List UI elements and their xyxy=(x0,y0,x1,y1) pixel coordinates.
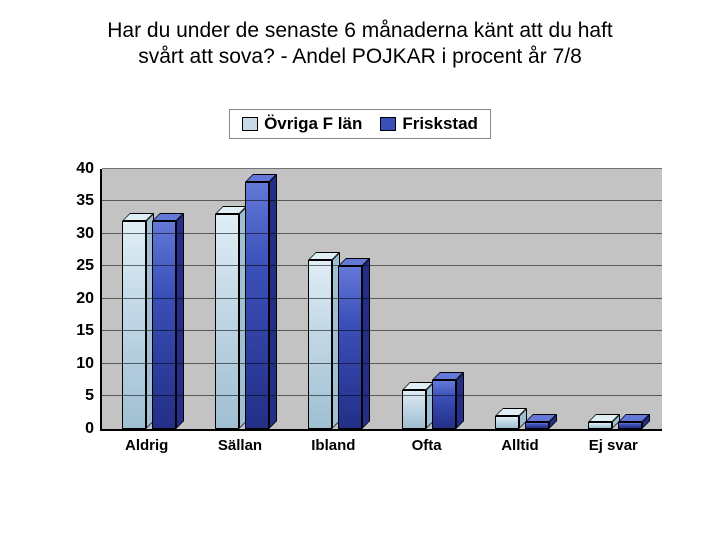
y-tick-label: 10 xyxy=(76,355,94,373)
bar-face-front xyxy=(495,416,519,429)
y-tick-label: 15 xyxy=(76,322,94,340)
grid-line xyxy=(102,200,662,201)
x-tick-label: Aldrig xyxy=(100,437,193,454)
legend-swatch-1 xyxy=(380,117,396,131)
grid-line xyxy=(102,363,662,364)
bar xyxy=(495,416,519,429)
bar xyxy=(308,260,332,429)
y-tick-label: 40 xyxy=(76,160,94,178)
bar-face-front xyxy=(308,260,332,429)
legend-swatch-0 xyxy=(242,117,258,131)
grid-line xyxy=(102,233,662,234)
bar-face-side xyxy=(456,372,464,429)
y-tick-label: 20 xyxy=(76,290,94,308)
legend-label-0: Övriga F län xyxy=(264,114,362,134)
title-line-2: svårt att sova? - Andel POJKAR i procent… xyxy=(138,45,582,68)
bars-layer xyxy=(102,169,662,429)
title-line-1: Har du under de senaste 6 månaderna känt… xyxy=(107,19,613,42)
x-tick-label: Alltid xyxy=(473,437,566,454)
legend-item-1: Friskstad xyxy=(380,114,478,134)
grid-line xyxy=(102,265,662,266)
bar xyxy=(245,182,269,429)
chart-title: Har du under de senaste 6 månaderna känt… xyxy=(0,18,720,71)
y-tick-label: 25 xyxy=(76,257,94,275)
legend-label-1: Friskstad xyxy=(402,114,478,134)
grid-line xyxy=(102,168,662,169)
bar-face-front xyxy=(215,214,239,429)
bar xyxy=(122,221,146,429)
x-tick-label: Ibland xyxy=(287,437,380,454)
y-tick-label: 5 xyxy=(85,387,94,405)
plot-area: 0510152025303540 xyxy=(100,169,662,431)
bar xyxy=(152,221,176,429)
bar xyxy=(618,422,642,429)
bar-face-front xyxy=(588,422,612,429)
grid-line xyxy=(102,298,662,299)
bar xyxy=(588,422,612,429)
grid-line xyxy=(102,330,662,331)
x-tick-label: Ofta xyxy=(380,437,473,454)
bar-face-front xyxy=(245,182,269,429)
grid-line xyxy=(102,395,662,396)
legend: Övriga F län Friskstad xyxy=(229,109,491,139)
bar-face-front xyxy=(432,380,456,429)
bar-face-front xyxy=(618,422,642,429)
bar xyxy=(338,266,362,429)
bar xyxy=(525,422,549,429)
bar-face-side xyxy=(176,213,184,429)
bar xyxy=(215,214,239,429)
x-axis-labels: AldrigSällanIblandOftaAlltidEj svar xyxy=(100,437,660,454)
legend-item-0: Övriga F län xyxy=(242,114,362,134)
bar-face-front xyxy=(338,266,362,429)
chart: 0510152025303540 AldrigSällanIblandOftaA… xyxy=(55,169,660,454)
bar-face-front xyxy=(152,221,176,429)
bar-face-side xyxy=(269,174,277,429)
x-tick-label: Ej svar xyxy=(567,437,660,454)
bar xyxy=(432,380,456,429)
bar-face-side xyxy=(362,258,370,429)
x-tick-label: Sällan xyxy=(193,437,286,454)
y-tick-label: 0 xyxy=(85,420,94,438)
bar-face-front xyxy=(122,221,146,429)
y-tick-label: 35 xyxy=(76,192,94,210)
y-tick-label: 30 xyxy=(76,225,94,243)
bar-face-front xyxy=(525,422,549,429)
